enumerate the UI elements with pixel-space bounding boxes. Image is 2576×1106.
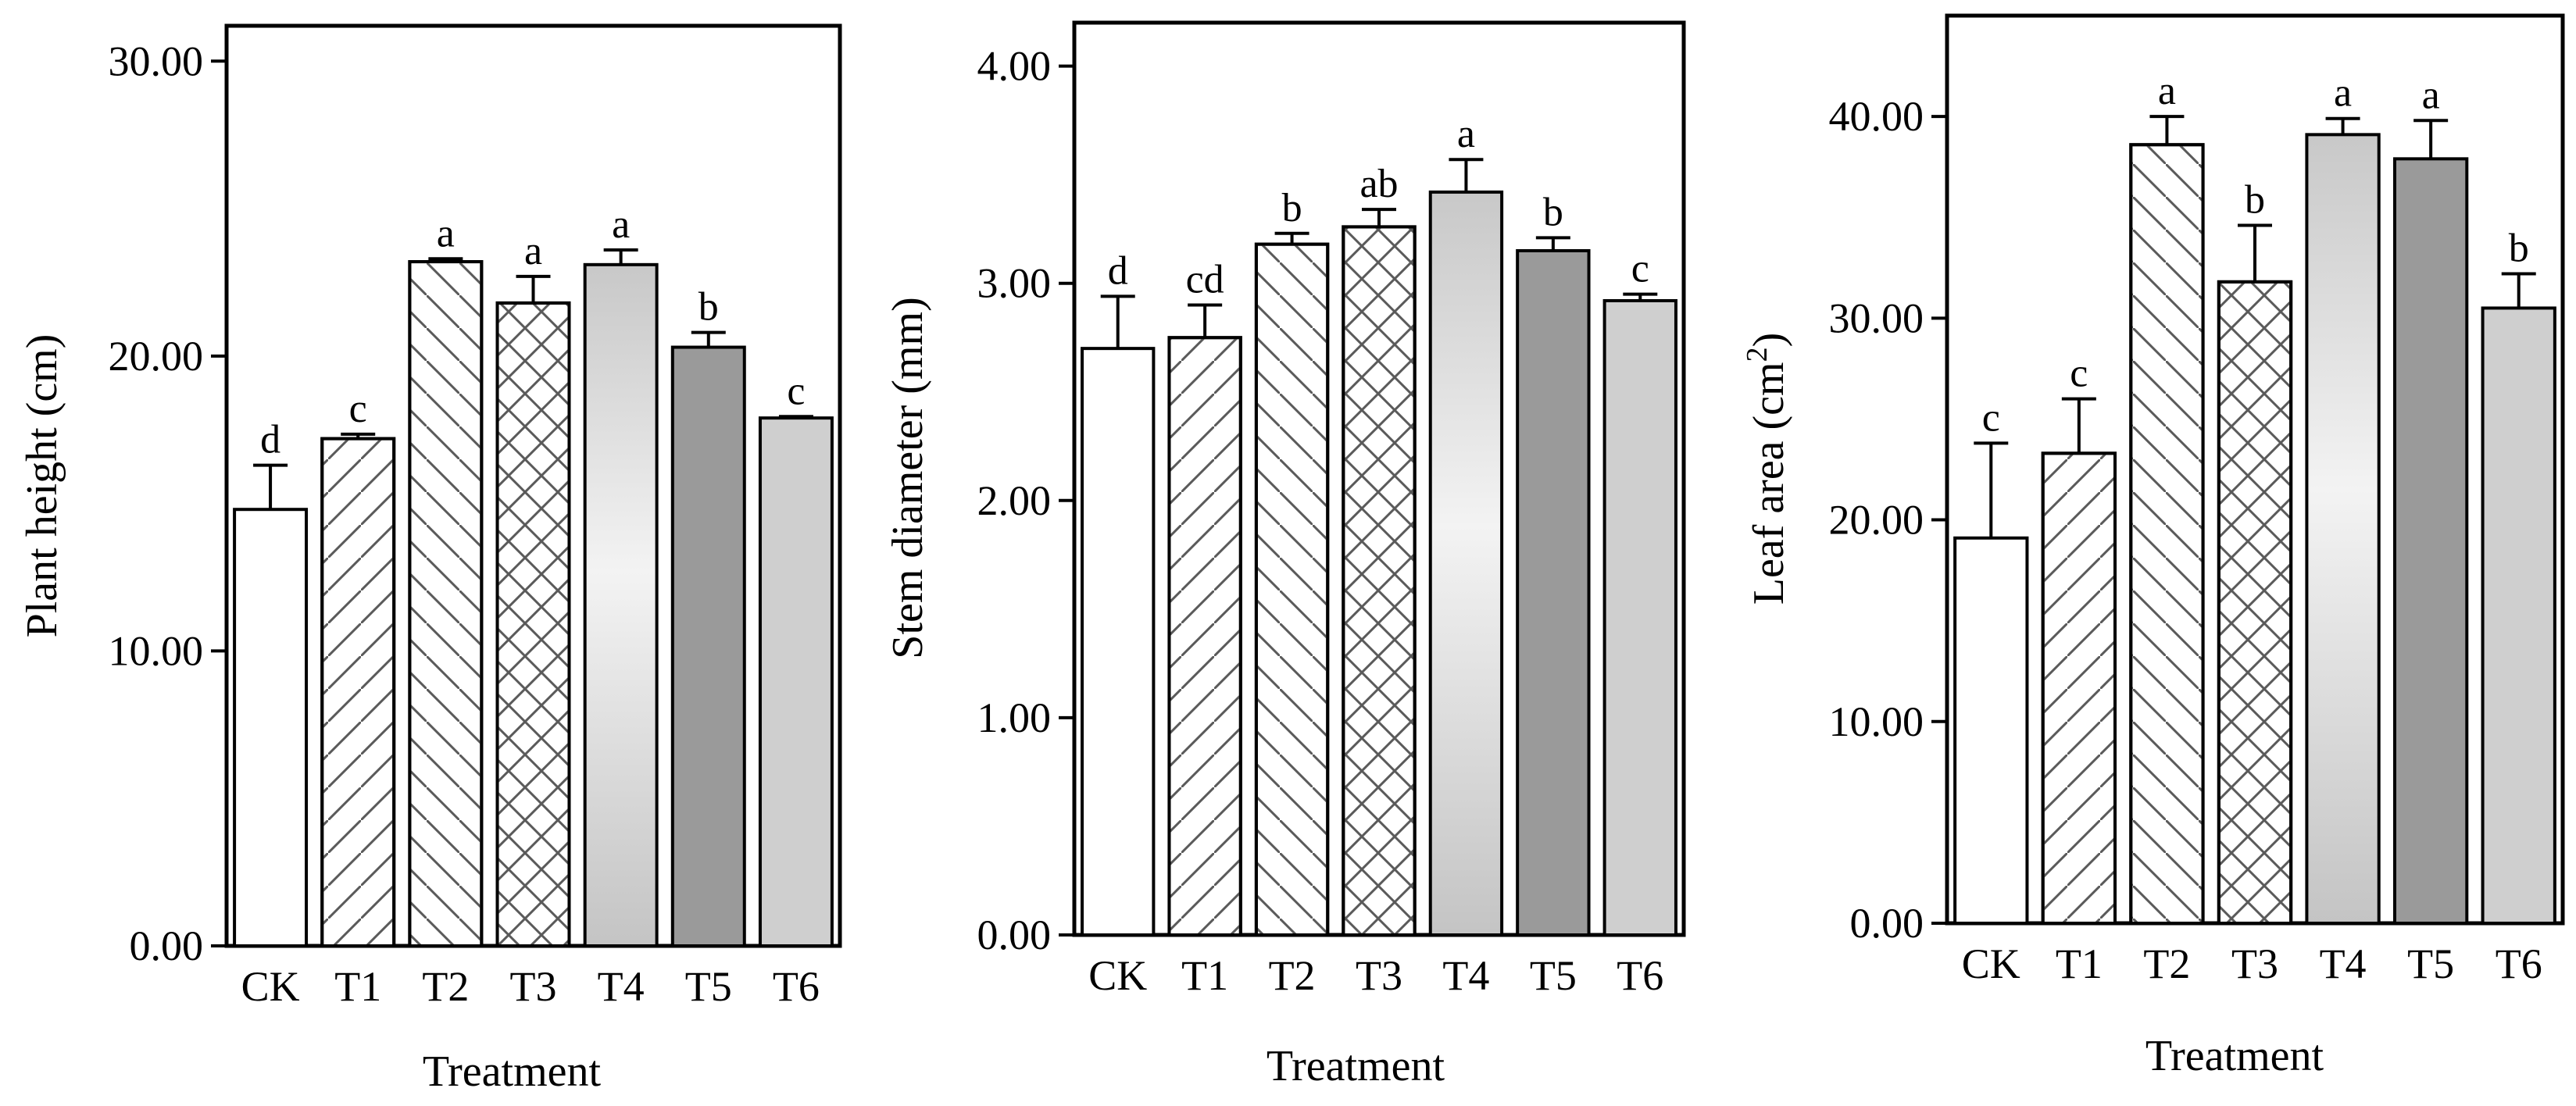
category-label: T6 <box>2496 940 2542 987</box>
significance-label: b <box>2245 178 2265 223</box>
category-label: T5 <box>1530 952 1577 999</box>
y-tick-label: 4.00 <box>977 43 1052 90</box>
category-label: T6 <box>1617 952 1663 999</box>
bar-t5 <box>670 345 746 947</box>
bar-hatch-t3 <box>498 304 568 944</box>
significance-label: a <box>524 229 542 273</box>
significance-label: a <box>1457 112 1475 156</box>
y-tick-label: 1.00 <box>977 694 1052 741</box>
y-tick-label: 3.00 <box>977 260 1052 307</box>
category-label: T4 <box>1442 952 1489 999</box>
category-label: T3 <box>1356 952 1402 999</box>
category-label: T1 <box>334 963 381 1010</box>
bar-hatch-t2 <box>1257 245 1327 934</box>
category-label: T5 <box>2407 940 2454 987</box>
category-label: CK <box>1088 952 1147 999</box>
x-axis-title: Treatment <box>2145 1032 2324 1080</box>
significance-label: b <box>698 285 719 330</box>
y-axis-title: Plant height (cm) <box>18 334 66 638</box>
significance-label: b <box>1543 190 1563 234</box>
significance-label: a <box>2158 69 2176 113</box>
chart-leaf-area: 0.00 10.00 20.00 30.00 40.00 c c a b a a b CK T1 T2 T… <box>1741 13 2565 1080</box>
category-label: T3 <box>2231 940 2278 987</box>
bar-ck <box>1081 347 1156 937</box>
y-axis-title-close: ) <box>1745 333 1793 348</box>
category-label: T6 <box>773 963 820 1010</box>
chart-plant-height: 0.00 10.00 20.00 30.00 d c a a a b c CK T1 T2 T3 T4 T5… <box>18 23 842 1096</box>
significance-label: a <box>437 211 455 255</box>
bar-ck <box>233 508 309 947</box>
category-label: T4 <box>598 963 645 1010</box>
bar-ck <box>1953 536 2029 925</box>
bar-hatch-t2 <box>411 263 481 944</box>
category-label: T2 <box>1269 952 1316 999</box>
bars: d c a a a b c <box>233 202 834 948</box>
category-label: T1 <box>1181 952 1228 999</box>
x-axis-title: Treatment <box>1267 1042 1445 1090</box>
category-labels: CK T1 T2 T3 T4 T5 T6 <box>1088 952 1663 999</box>
significance-label: b <box>2509 227 2529 271</box>
y-tick-label: 0.00 <box>977 912 1052 958</box>
significance-label: c <box>1631 247 1649 291</box>
category-label: T1 <box>2056 940 2103 987</box>
bar-t6 <box>1602 298 1677 937</box>
bar-t6 <box>758 416 834 947</box>
y-axis-title: Leaf area (cm2) <box>1741 333 1793 605</box>
y-tick-label: 0.00 <box>130 922 204 969</box>
y-tick-label: 10.00 <box>109 627 204 674</box>
significance-label: c <box>2070 351 2088 396</box>
significance-label: c <box>787 369 805 413</box>
bar-t4 <box>583 262 659 948</box>
bar-hatch-t2 <box>2132 146 2202 922</box>
significance-label: c <box>1982 395 2000 440</box>
bar-hatch-t1 <box>323 440 393 944</box>
category-label: CK <box>241 963 300 1010</box>
y-axis: 0.00 10.00 20.00 30.00 40.00 <box>1829 93 1947 947</box>
significance-label: cd <box>1186 258 1224 302</box>
bar-hatch-t3 <box>1345 228 1413 933</box>
y-tick-label: 20.00 <box>109 333 204 380</box>
significance-label: d <box>260 418 280 462</box>
bar-hatch-t1 <box>2044 455 2114 922</box>
category-label: T5 <box>685 963 732 1010</box>
category-label: T4 <box>2320 940 2367 987</box>
bar-t5 <box>2392 157 2469 926</box>
bar-hatch-t3 <box>2220 283 2290 922</box>
category-label: T2 <box>2143 940 2190 987</box>
y-axis-title: Stem diameter (mm) <box>884 297 932 658</box>
y-axis-title-main: Leaf area (cm <box>1745 362 1793 605</box>
bar-t4 <box>2305 133 2381 925</box>
y-tick-label: 30.00 <box>1829 294 1924 341</box>
significance-label: a <box>2334 71 2352 116</box>
y-axis: 0.00 1.00 2.00 3.00 4.00 <box>977 43 1074 958</box>
category-label: T3 <box>510 963 557 1010</box>
significance-label: ab <box>1359 162 1398 206</box>
category-label: CK <box>1962 940 2020 987</box>
y-tick-label: 0.00 <box>1850 900 1924 947</box>
y-axis: 0.00 10.00 20.00 30.00 <box>109 37 227 969</box>
y-tick-label: 10.00 <box>1829 698 1924 745</box>
significance-label: b <box>1282 186 1302 230</box>
y-tick-label: 30.00 <box>109 37 204 84</box>
y-tick-label: 20.00 <box>1829 497 1924 544</box>
y-tick-label: 2.00 <box>977 477 1052 524</box>
y-tick-label: 40.00 <box>1829 93 1924 140</box>
bar-t6 <box>2481 306 2556 925</box>
category-labels: CK T1 T2 T3 T4 T5 T6 <box>241 963 820 1010</box>
significance-label: a <box>612 202 630 247</box>
bar-hatch-t1 <box>1170 339 1239 933</box>
significance-label: d <box>1108 248 1128 293</box>
bar-t5 <box>1516 249 1591 937</box>
category-labels: CK T1 T2 T3 T4 T5 T6 <box>1962 940 2542 987</box>
x-axis-title: Treatment <box>423 1047 602 1096</box>
y-axis-title-sup: 2 <box>1741 347 1774 362</box>
significance-label: a <box>2422 73 2440 117</box>
significance-label: c <box>349 387 367 431</box>
bar-t4 <box>1428 190 1504 937</box>
bars: c c a b a a b <box>1953 69 2556 926</box>
category-label: T2 <box>422 963 469 1010</box>
